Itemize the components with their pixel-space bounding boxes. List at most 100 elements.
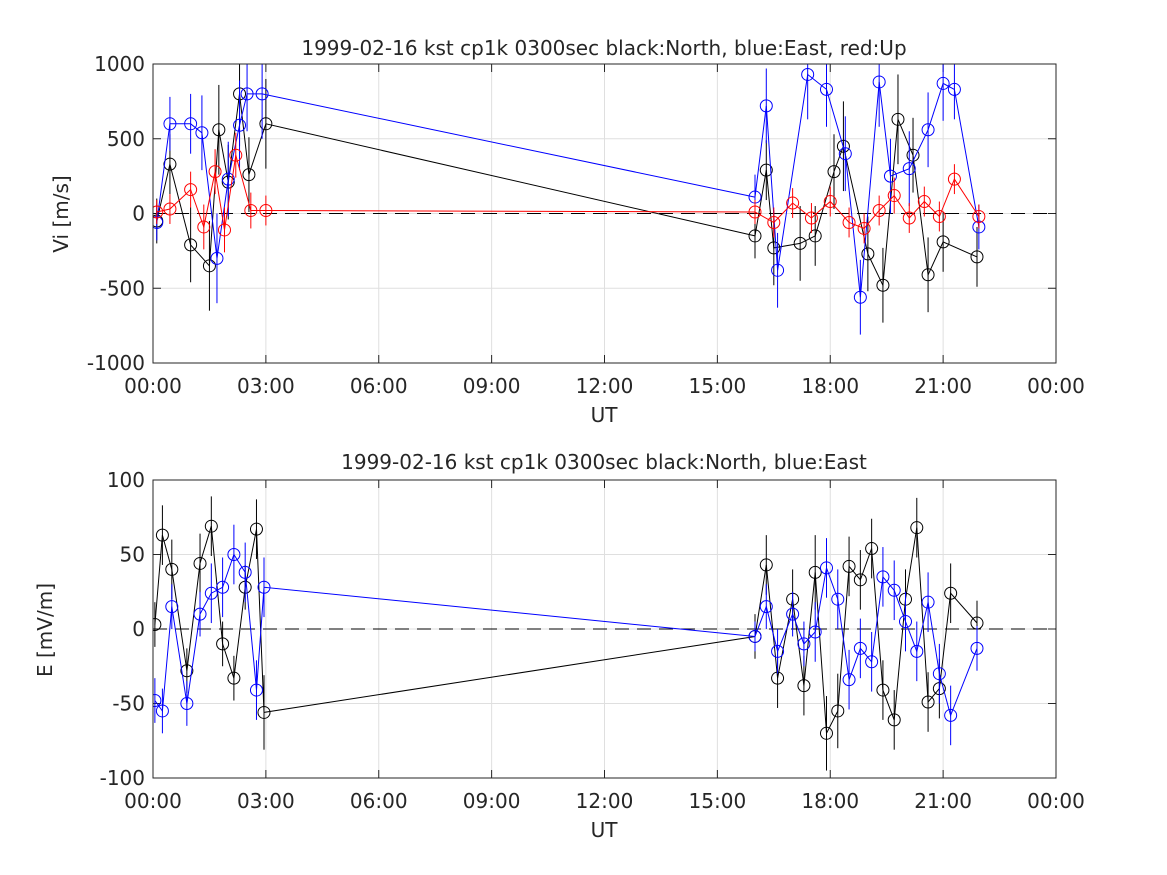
- velocity-y-axis-label: Vi [m/s]: [49, 175, 73, 252]
- efield-north-point: [944, 586, 958, 600]
- efield-y-tick-label: 50: [120, 543, 145, 567]
- velocity-east-point: [184, 117, 198, 131]
- velocity-x-tick-label: 15:00: [689, 374, 747, 398]
- efield-east-point: [238, 565, 252, 579]
- efield-east-point: [887, 583, 901, 597]
- velocity-x-tick-label: 21:00: [914, 374, 972, 398]
- velocity-up-point: [972, 209, 986, 223]
- velocity-up-series-line: [156, 155, 980, 230]
- velocity-x-tick-label: 03:00: [237, 374, 295, 398]
- efield-east-point: [842, 673, 856, 687]
- velocity-up-point: [902, 211, 916, 225]
- efield-north-point: [808, 565, 822, 579]
- velocity-east-point: [853, 290, 867, 304]
- efield-chart-title: 1999-02-16 kst cp1k 0300sec black:North,…: [341, 450, 867, 474]
- velocity-y-tick-label: -500: [100, 276, 145, 300]
- velocity-y-tick-label: -1000: [87, 351, 145, 375]
- efield-east-point: [153, 694, 162, 708]
- efield-north-point: [165, 562, 179, 576]
- velocity-east-point: [838, 147, 852, 161]
- velocity-east-point: [771, 263, 785, 277]
- efield-north-point: [227, 671, 241, 685]
- velocity-north-point: [163, 157, 177, 171]
- velocity-up-point: [259, 204, 273, 218]
- efield-north-point: [831, 704, 845, 718]
- velocity-north-point: [936, 235, 950, 249]
- efield-north-point: [759, 558, 773, 572]
- velocity-x-tick-label: 00:00: [124, 374, 182, 398]
- efield-north-point: [249, 522, 263, 536]
- velocity-x-tick-label: 12:00: [576, 374, 634, 398]
- efield-east-point: [216, 580, 230, 594]
- velocity-up-point: [786, 196, 800, 210]
- velocity-east-point: [163, 117, 177, 131]
- velocity-up-point: [804, 211, 818, 225]
- efield-north-point: [921, 695, 935, 709]
- velocity-east-point: [883, 169, 897, 183]
- velocity-north-point: [827, 165, 841, 179]
- efield-east-point: [944, 708, 958, 722]
- efield-north-point: [257, 705, 271, 719]
- efield-x-tick-label: 03:00: [237, 789, 295, 813]
- efield-east-point: [748, 629, 762, 643]
- efield-data-layer: [153, 496, 984, 771]
- velocity-up-point: [153, 205, 164, 219]
- velocity-north-point: [793, 236, 807, 250]
- velocity-north-point: [808, 229, 822, 243]
- velocity-north-point: [876, 278, 890, 292]
- velocity-east-point: [210, 251, 224, 265]
- velocity-x-axis-label: UT: [591, 403, 619, 427]
- velocity-north-point: [836, 139, 850, 153]
- velocity-up-point: [229, 148, 243, 162]
- velocity-up-point: [244, 204, 258, 218]
- velocity-up-point: [947, 172, 961, 186]
- velocity-up-point: [184, 183, 198, 197]
- efield-north-point: [876, 683, 890, 697]
- velocity-north-point: [748, 229, 762, 243]
- velocity-east-point: [902, 162, 916, 176]
- efield-north-point: [797, 679, 811, 693]
- velocity-up-point: [823, 195, 837, 209]
- velocity-north-point: [891, 112, 905, 126]
- efield-east-point: [786, 607, 800, 621]
- efield-y-tick-label: 0: [132, 617, 145, 641]
- velocity-x-tick-label: 18:00: [801, 374, 859, 398]
- efield-x-tick-label: 09:00: [463, 789, 521, 813]
- velocity-east-point: [801, 67, 815, 81]
- efield-y-axis-label: E [mV/m]: [33, 583, 57, 677]
- efield-east-point: [899, 615, 912, 629]
- velocity-east-point: [921, 123, 935, 137]
- efield-x-tick-label: 15:00: [689, 789, 747, 813]
- efield-east-point: [165, 600, 179, 614]
- velocity-up-point: [887, 189, 901, 203]
- efield-east-point: [193, 607, 207, 621]
- electric-field-panel: 1999-02-16 kst cp1k 0300sec black:North,…: [33, 450, 1085, 842]
- velocity-north-point: [184, 238, 198, 252]
- velocity-up-point: [917, 195, 931, 209]
- velocity-north-point: [921, 268, 935, 282]
- velocity-east-point: [195, 126, 209, 140]
- efield-east-point: [797, 637, 811, 651]
- efield-east-point: [865, 655, 879, 669]
- efield-north-point: [153, 618, 162, 632]
- velocity-north-point: [767, 241, 781, 255]
- velocity-chart-title: 1999-02-16 kst cp1k 0300sec black:North,…: [301, 36, 906, 60]
- efield-x-tick-label: 00:00: [124, 789, 182, 813]
- efield-east-point: [249, 683, 263, 697]
- efield-y-tick-label: 100: [107, 468, 145, 492]
- velocity-up-point: [842, 215, 856, 229]
- velocity-up-point: [767, 215, 781, 229]
- efield-y-tick-label: -100: [100, 766, 145, 790]
- velocity-north-point: [970, 250, 984, 264]
- efield-north-point: [853, 573, 867, 587]
- velocity-east-point: [947, 82, 961, 96]
- efield-north-point: [204, 519, 218, 533]
- efield-east-point: [155, 704, 169, 718]
- velocity-up-point: [197, 220, 211, 234]
- efield-y-tick-label: -50: [112, 692, 145, 716]
- velocity-up-point: [857, 221, 871, 235]
- efield-north-point: [193, 556, 207, 570]
- efield-north-point: [216, 637, 230, 651]
- efield-east-point: [759, 600, 773, 614]
